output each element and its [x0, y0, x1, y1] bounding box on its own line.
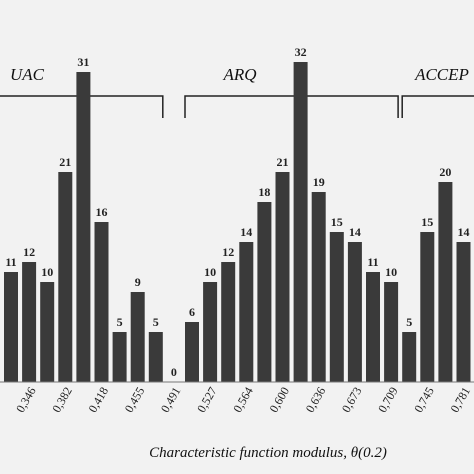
group-label-1: ARQ	[222, 65, 256, 84]
bar-label-18: 15	[331, 215, 343, 229]
bar-label-0: 11	[5, 255, 16, 269]
bar-23	[420, 232, 435, 382]
bar-5	[94, 222, 109, 382]
bar-1	[22, 262, 37, 382]
bar-0	[4, 272, 18, 382]
bar-label-13: 14	[240, 225, 252, 239]
x-tick-label-4: 0,491	[158, 385, 184, 415]
group-label-0: UAC	[10, 65, 45, 84]
bar-4	[76, 72, 91, 382]
bar-15	[275, 172, 290, 382]
bar-24	[438, 182, 453, 382]
x-axis-title: Characteristic function modulus, θ(0.2)	[149, 445, 387, 461]
x-tick-label-11: 0,745	[411, 385, 437, 415]
x-tick-label-3: 0,455	[122, 385, 148, 415]
x-tick-label-9: 0,673	[339, 385, 365, 415]
bar-label-8: 5	[153, 315, 159, 329]
bar-17	[311, 192, 326, 382]
bar-label-15: 21	[277, 155, 289, 169]
bar-label-2: 10	[41, 265, 53, 279]
bar-label-1: 12	[23, 245, 35, 259]
bar-label-23: 15	[421, 215, 433, 229]
group-label-2: ACCEP	[414, 65, 469, 84]
bar-label-17: 19	[313, 175, 325, 189]
bar-label-19: 14	[349, 225, 361, 239]
bar-label-14: 18	[258, 185, 270, 199]
x-tick-label-2: 0,418	[85, 385, 111, 415]
bar-label-21: 10	[385, 265, 397, 279]
bar-label-12: 12	[222, 245, 234, 259]
bar-label-9: 0	[171, 365, 177, 379]
bar-7	[130, 292, 145, 382]
x-tick-labels: 0,346 0,382 0,418 0,455 0,491 0,527 0,564 0,600…	[13, 385, 473, 415]
x-tick-label-8: 0,636	[303, 385, 329, 415]
x-tick-label-5: 0,527	[194, 385, 220, 415]
x-tick-label-7: 0,600	[266, 385, 292, 415]
bar-2	[40, 282, 55, 382]
bar-25	[456, 242, 471, 382]
bar-6	[112, 332, 127, 382]
bar-label-3: 21	[59, 155, 71, 169]
bar-16	[293, 62, 308, 382]
bar-label-25: 14	[458, 225, 470, 239]
bar-21	[384, 282, 399, 382]
bar-22	[402, 332, 417, 382]
bar-label-11: 10	[204, 265, 216, 279]
bar-20	[366, 272, 380, 382]
bar-label-6: 5	[117, 315, 123, 329]
bar-11	[203, 282, 218, 382]
bar-label-20: 11	[367, 255, 378, 269]
bar-label-7: 9	[135, 275, 141, 289]
group-bracket-1	[184, 95, 399, 118]
x-tick-label-1: 0,382	[49, 385, 75, 415]
bar-label-22: 5	[406, 315, 412, 329]
bar-12	[221, 262, 236, 382]
bar-3	[58, 172, 73, 382]
bar-8	[148, 332, 163, 382]
x-tick-label-12: 0,781	[447, 385, 473, 415]
bar-value-labels: 11 12 10 21 31 16 5 9 5 0 6 10 12 14 18 21 32 19 15 14 11 10 5…	[5, 45, 470, 379]
bar-13	[239, 242, 254, 382]
bar-label-10: 6	[189, 305, 195, 319]
bar-label-4: 31	[77, 55, 89, 69]
bar-label-5: 16	[96, 205, 108, 219]
bar-label-16: 32	[295, 45, 307, 59]
bar-label-24: 20	[439, 165, 451, 179]
x-tick-label-0: 0,346	[13, 385, 39, 415]
group-brackets: UAC ARQ ACCEP	[0, 65, 474, 118]
bars	[4, 62, 471, 382]
bar-18	[329, 232, 344, 382]
group-bracket-2	[401, 95, 474, 118]
bar-14	[257, 202, 272, 382]
group-bracket-0	[0, 95, 164, 118]
bar-19	[347, 242, 362, 382]
x-tick-label-6: 0,564	[230, 385, 256, 415]
bar-10	[185, 322, 199, 382]
x-tick-label-10: 0,709	[375, 385, 401, 415]
